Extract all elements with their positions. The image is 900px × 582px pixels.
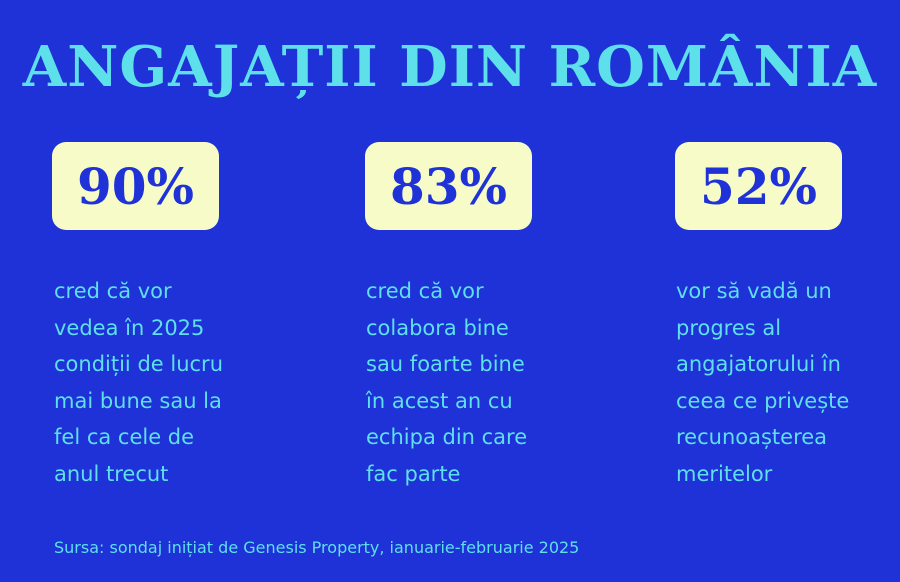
page-title: ANGAJAȚII DIN ROMÂNIA <box>22 34 878 100</box>
stat-value-83-percent: 83% <box>365 142 532 230</box>
stat-value-90-percent: 90% <box>52 142 219 230</box>
stat-value-52-percent: 52% <box>675 142 842 230</box>
stat-description-3: vor să vadă un progres al angajatorului … <box>676 279 850 486</box>
stat-description-2: cred că vor colabora bine sau foarte bin… <box>366 279 528 486</box>
stat-description-1: cred că vor vedea în 2025 condiții de lu… <box>54 279 224 486</box>
source-note: Sursa: sondaj inițiat de Genesis Propert… <box>54 538 580 557</box>
